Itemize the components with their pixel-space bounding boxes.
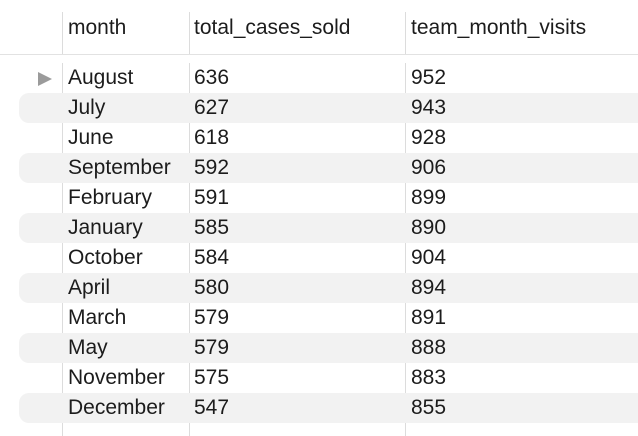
cell-total-cases-sold[interactable]: 547: [194, 396, 230, 419]
column-divider: [62, 63, 63, 436]
column-divider: [189, 63, 190, 436]
cell-total-cases-sold[interactable]: 627: [194, 96, 230, 119]
grid-header: month total_cases_sold team_month_visits: [0, 0, 638, 55]
cell-team-month-visits[interactable]: 952: [411, 66, 447, 89]
table-row[interactable]: April 580 894: [0, 273, 638, 303]
cell-month[interactable]: July: [68, 96, 106, 119]
cell-month[interactable]: May: [68, 336, 108, 359]
column-header-month[interactable]: month: [68, 16, 127, 39]
cell-month[interactable]: March: [68, 306, 127, 329]
cell-team-month-visits[interactable]: 904: [411, 246, 447, 269]
column-divider[interactable]: [405, 12, 406, 54]
cell-total-cases-sold[interactable]: 636: [194, 66, 230, 89]
cell-team-month-visits[interactable]: 899: [411, 186, 447, 209]
cell-month[interactable]: June: [68, 126, 114, 149]
cell-team-month-visits[interactable]: 891: [411, 306, 447, 329]
table-row[interactable]: June 618 928: [0, 123, 638, 153]
cell-team-month-visits[interactable]: 883: [411, 366, 447, 389]
cell-total-cases-sold[interactable]: 592: [194, 156, 230, 179]
cell-total-cases-sold[interactable]: 575: [194, 366, 230, 389]
cell-team-month-visits[interactable]: 888: [411, 336, 447, 359]
cell-month[interactable]: February: [68, 186, 153, 209]
cell-month[interactable]: January: [68, 216, 143, 239]
cell-month[interactable]: October: [68, 246, 143, 269]
table-row[interactable]: October 584 904: [0, 243, 638, 273]
cell-team-month-visits[interactable]: 906: [411, 156, 447, 179]
column-divider: [405, 63, 406, 436]
table-row[interactable]: November 575 883: [0, 363, 638, 393]
cell-month[interactable]: August: [68, 66, 134, 89]
cell-team-month-visits[interactable]: 855: [411, 396, 447, 419]
cell-total-cases-sold[interactable]: 591: [194, 186, 230, 209]
cell-month[interactable]: September: [68, 156, 171, 179]
table-row[interactable]: March 579 891: [0, 303, 638, 333]
current-row-indicator-icon: [38, 72, 52, 86]
cell-total-cases-sold[interactable]: 580: [194, 276, 230, 299]
cell-total-cases-sold[interactable]: 585: [194, 216, 230, 239]
cell-total-cases-sold[interactable]: 618: [194, 126, 230, 149]
cell-total-cases-sold[interactable]: 584: [194, 246, 230, 269]
cell-team-month-visits[interactable]: 890: [411, 216, 447, 239]
table-row[interactable]: May 579 888: [0, 333, 638, 363]
cell-team-month-visits[interactable]: 894: [411, 276, 447, 299]
cell-team-month-visits[interactable]: 943: [411, 96, 447, 119]
grid-rows: August 636 952 July 627 943 June 618 928…: [0, 63, 638, 423]
cell-total-cases-sold[interactable]: 579: [194, 336, 230, 359]
cell-month[interactable]: December: [68, 396, 165, 419]
table-row[interactable]: September 592 906: [0, 153, 638, 183]
column-header-team-month-visits[interactable]: team_month_visits: [411, 16, 587, 39]
table-row[interactable]: February 591 899: [0, 183, 638, 213]
table-row[interactable]: August 636 952: [0, 63, 638, 93]
cell-month[interactable]: April: [68, 276, 111, 299]
column-divider[interactable]: [189, 12, 190, 54]
column-header-total-cases-sold[interactable]: total_cases_sold: [194, 16, 351, 39]
cell-total-cases-sold[interactable]: 579: [194, 306, 230, 329]
table-row[interactable]: January 585 890: [0, 213, 638, 243]
cell-team-month-visits[interactable]: 928: [411, 126, 447, 149]
cell-month[interactable]: November: [68, 366, 165, 389]
table-row[interactable]: July 627 943: [0, 93, 638, 123]
column-divider[interactable]: [62, 12, 63, 54]
table-row[interactable]: December 547 855: [0, 393, 638, 423]
